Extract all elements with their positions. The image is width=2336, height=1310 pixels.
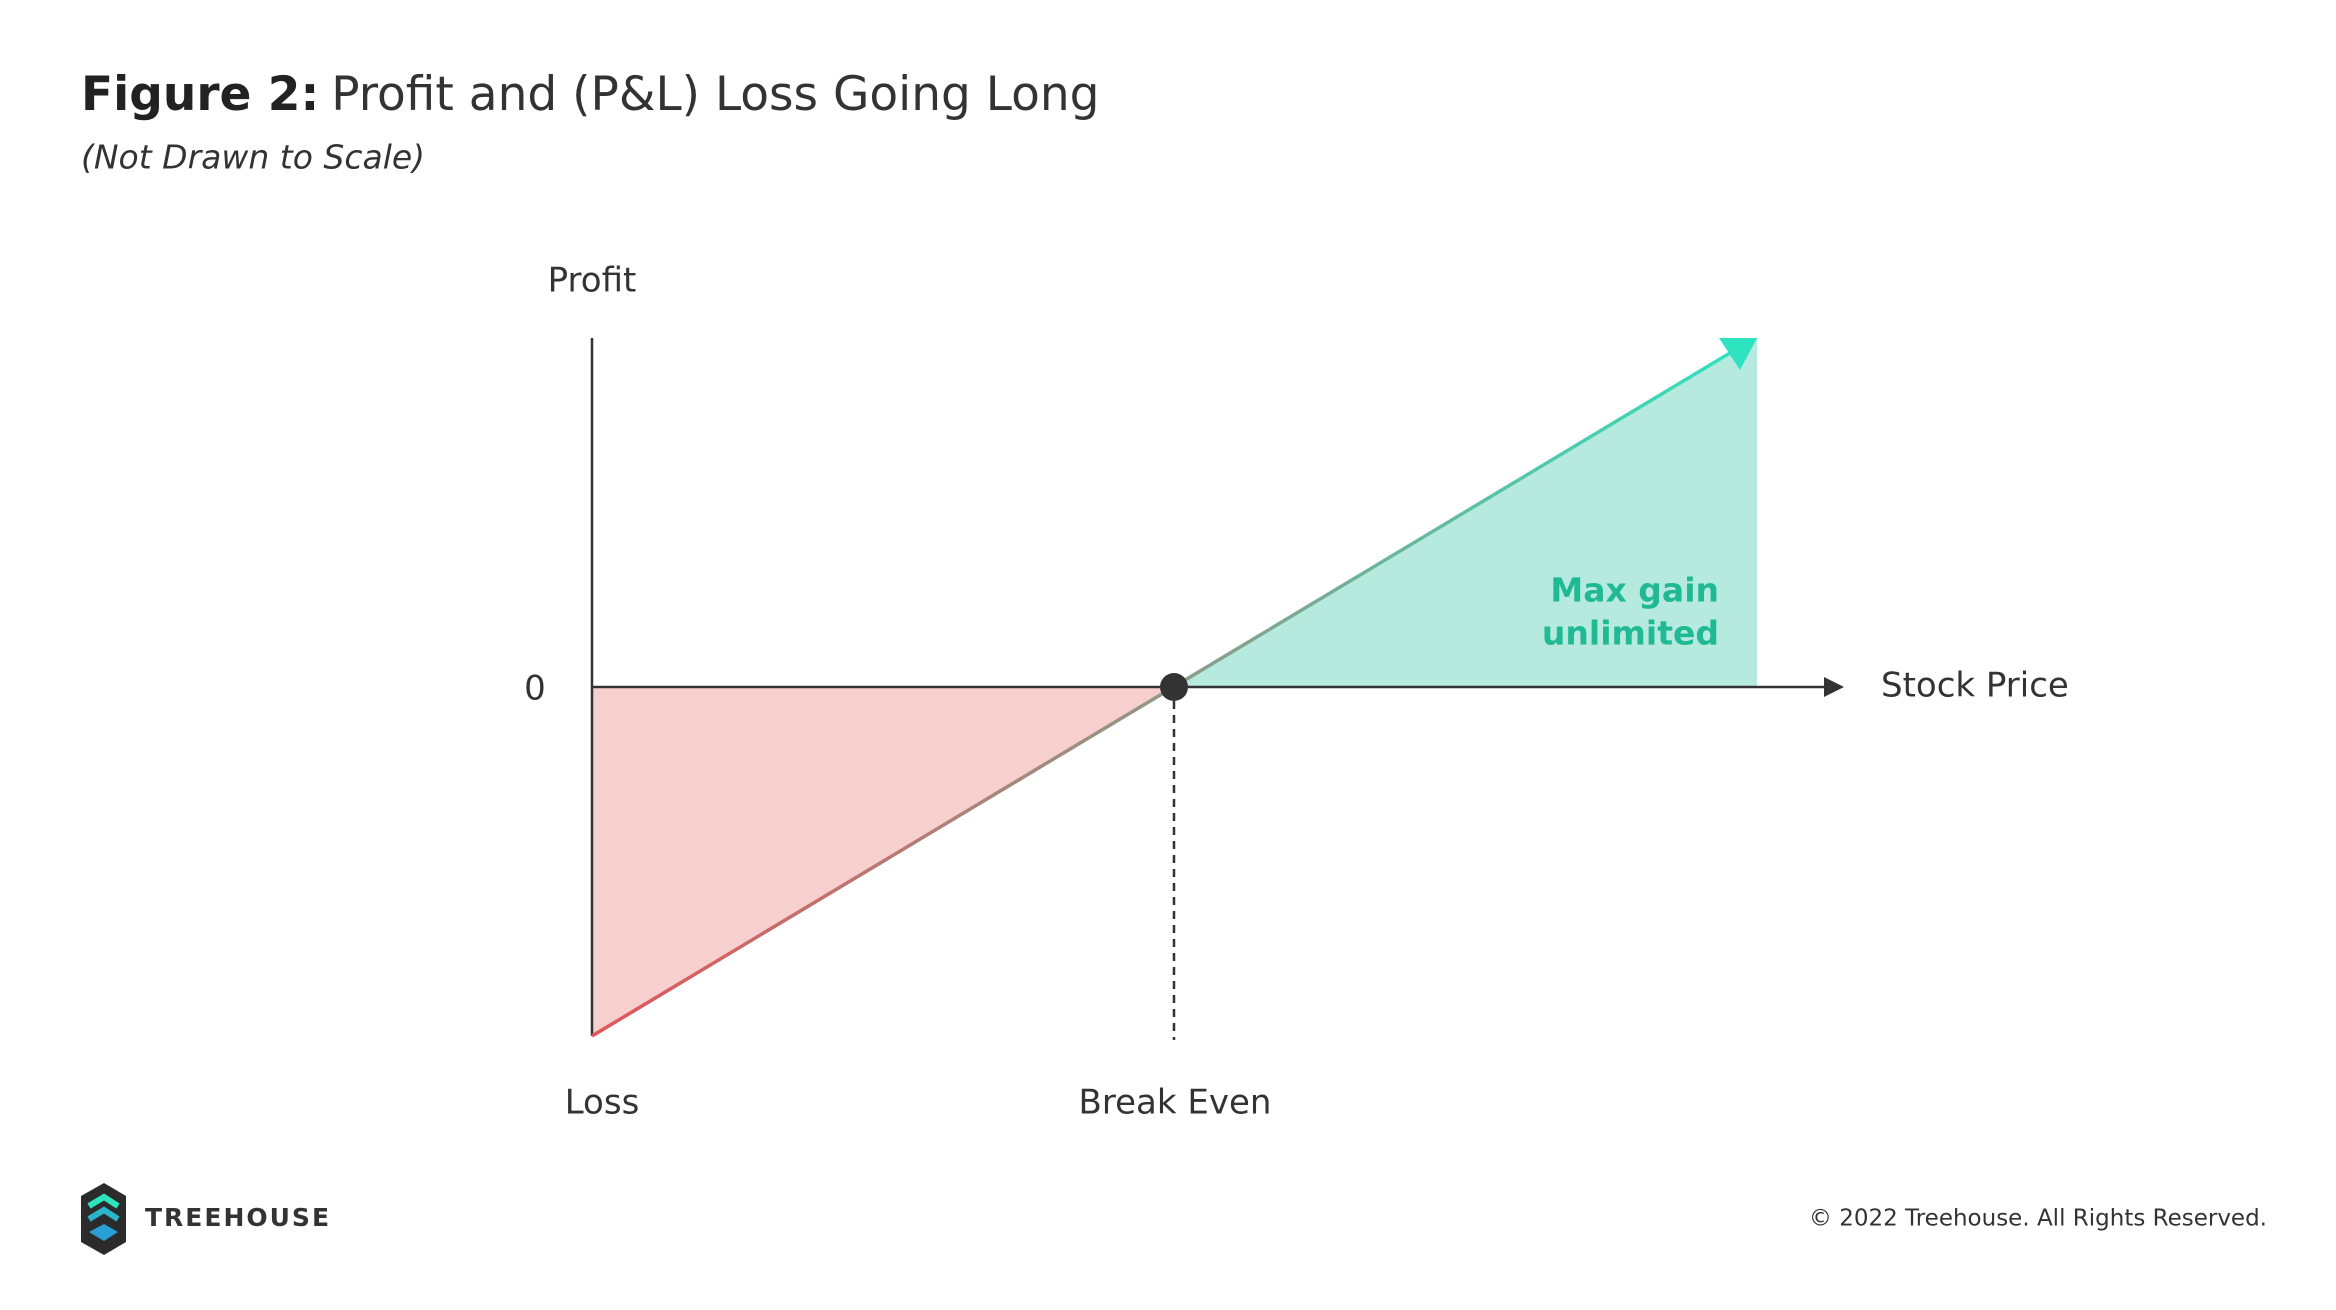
brand: TREEHOUSE xyxy=(145,1203,331,1232)
loss-label: Loss xyxy=(565,1083,640,1123)
x-axis-label: Stock Price xyxy=(1881,666,2069,706)
subtitle: (Not Drawn to Scale) xyxy=(81,138,425,177)
gain-annotation: Max gain xyxy=(1550,571,1719,610)
y-axis-label: Profit xyxy=(548,261,637,301)
gain-annotation: unlimited xyxy=(1542,614,1719,653)
title-prefix: Figure 2: xyxy=(81,67,319,122)
zero-label: 0 xyxy=(524,669,546,709)
break-even-point xyxy=(1160,673,1188,701)
logo xyxy=(81,1183,126,1255)
pl-arrow xyxy=(1719,338,1757,370)
x-axis-arrow xyxy=(1824,677,1844,697)
title: Figure 2: Profit and (P&L) Loss Going Lon… xyxy=(81,67,1100,122)
copyright: © 2022 Treehouse. All Rights Reserved. xyxy=(1809,1206,2267,1232)
break-even-label: Break Even xyxy=(1079,1083,1272,1123)
title-text: Profit and (P&L) Loss Going Long xyxy=(331,67,1099,122)
